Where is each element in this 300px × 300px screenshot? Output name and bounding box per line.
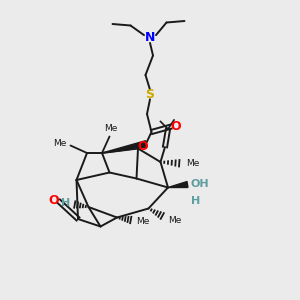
Polygon shape: [102, 141, 147, 153]
Text: S: S: [146, 88, 154, 101]
Polygon shape: [168, 182, 188, 188]
Text: Me: Me: [186, 159, 200, 168]
Text: O: O: [49, 194, 59, 208]
Text: O: O: [170, 120, 181, 133]
Text: H: H: [61, 198, 70, 208]
Text: Me: Me: [136, 218, 150, 226]
Text: Me: Me: [104, 124, 117, 133]
Text: N: N: [145, 31, 155, 44]
Text: O: O: [137, 140, 148, 154]
Text: Me: Me: [168, 216, 182, 225]
Text: Me: Me: [53, 140, 67, 148]
Text: H: H: [190, 196, 200, 206]
Text: OH: OH: [190, 179, 209, 189]
